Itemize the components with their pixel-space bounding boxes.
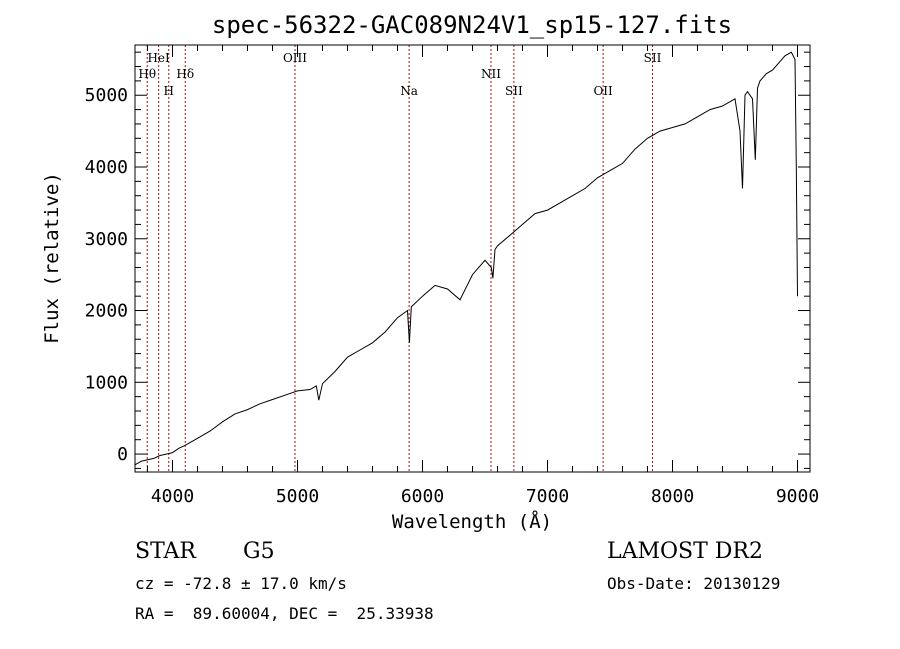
line-marker-label: OIII [283,51,307,65]
line-marker-label: NII [481,67,501,81]
x-tick-label: 4000 [151,486,194,507]
y-axis-label: Flux (relative) [41,172,63,344]
object-class: STAR [135,539,196,564]
y-tick-label: 2000 [85,301,128,322]
chart-title: spec-56322-GAC089N24V1_sp15-127.fits [212,11,732,39]
x-tick-label: 9000 [776,486,819,507]
observation-date: Obs-Date: 20130129 [607,574,781,593]
x-tick-label: 5000 [276,486,319,507]
y-tick-label: 5000 [85,85,128,106]
line-marker-label: Hδ [176,67,194,81]
x-axis: 4000 5000 6000 7000 8000 9000 [147,45,819,507]
redshift-velocity: cz = -72.8 ± 17.0 km/s [135,574,347,593]
line-marker-label: H [164,84,174,98]
spectrum-line [134,51,798,466]
line-marker-label: Na [400,84,418,98]
x-tick-label: 7000 [526,486,569,507]
x-axis-label: Wavelength (Å) [392,510,552,533]
line-marker-label: SII [644,51,662,65]
line-marker-label: OII [593,84,613,98]
x-tick-label: 6000 [401,486,444,507]
line-markers: Hθ HeI HHδ OIII Na NII SII OII SII [138,45,662,472]
line-marker-label: HeI [147,51,170,65]
x-tick-label: 8000 [651,486,694,507]
y-tick-label: 3000 [85,229,128,250]
line-marker-label: Hθ [138,67,156,81]
y-tick-label: 0 [117,444,128,465]
survey-name: LAMOST DR2 [607,539,763,564]
y-tick-label: 1000 [85,372,128,393]
plot-frame [134,44,811,473]
line-marker-label: SII [505,84,523,98]
sky-coordinates: RA = 89.60004, DEC = 25.33938 [135,604,434,623]
object-subclass: G5 [243,539,275,564]
y-axis: 0 1000 2000 3000 4000 5000 [85,51,810,469]
y-tick-label: 4000 [85,157,128,178]
